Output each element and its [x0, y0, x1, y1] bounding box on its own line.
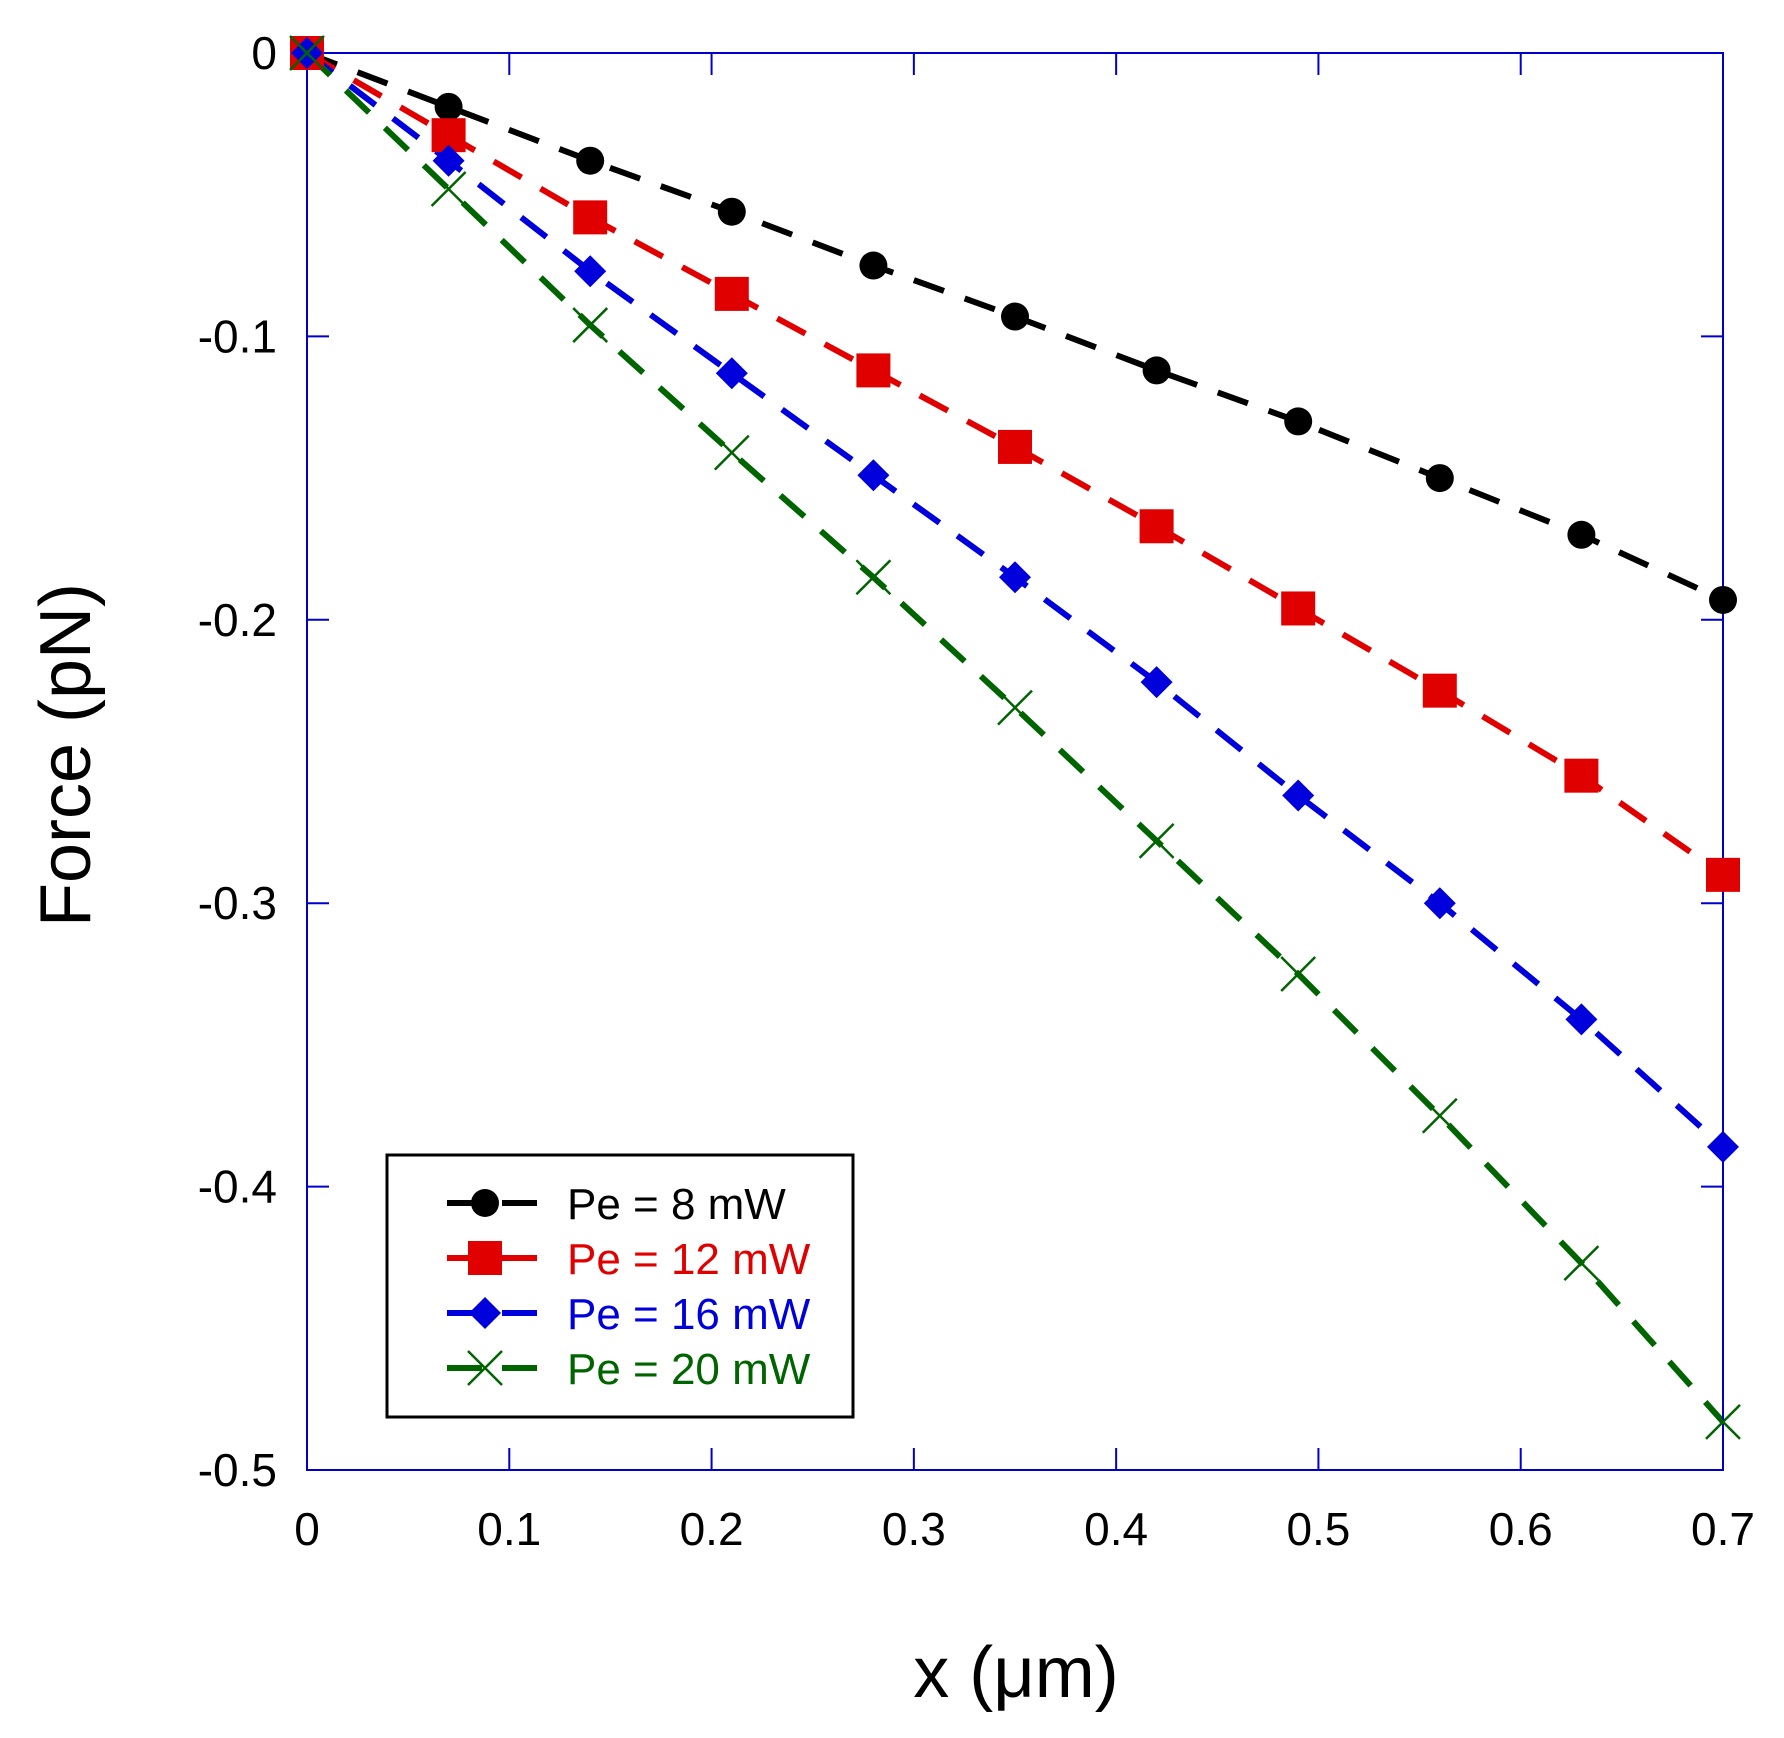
x-tick-label: 0.2 — [680, 1503, 744, 1555]
data-point-pe-12-mw — [1706, 857, 1740, 892]
plot-frame — [306, 52, 1724, 1471]
data-point-pe-8-mw — [576, 146, 605, 175]
legend-label: Pe = 12 mW — [567, 1235, 811, 1284]
legend-label: Pe = 8 mW — [567, 1180, 786, 1229]
legend-marker — [468, 1241, 502, 1275]
x-tick-label: 0 — [294, 1503, 320, 1555]
data-point-pe-20-mw — [1705, 1403, 1741, 1440]
data-point-pe-8-mw — [859, 251, 888, 280]
series-line-pe-16-mw — [305, 50, 1726, 1150]
data-point-pe-8-mw — [717, 197, 746, 226]
y-tick-label: -0.3 — [198, 877, 277, 929]
data-point-pe-8-mw — [1001, 302, 1029, 331]
data-point-pe-16-mw — [1565, 1003, 1598, 1036]
data-point-pe-8-mw — [1425, 464, 1454, 493]
data-point-pe-12-mw — [573, 200, 608, 235]
x-tick-label: 0.4 — [1084, 1503, 1148, 1555]
data-point-pe-20-mw — [997, 689, 1033, 726]
data-point-pe-16-mw — [1140, 666, 1173, 699]
y-tick-label: -0.4 — [198, 1161, 277, 1213]
data-point-pe-16-mw — [715, 357, 748, 390]
data-point-pe-16-mw — [1282, 779, 1315, 812]
data-point-pe-20-mw — [1138, 822, 1175, 859]
y-tick-label: -0.2 — [198, 594, 277, 646]
legend-label: Pe = 20 mW — [567, 1345, 811, 1394]
legend-marker — [471, 1189, 499, 1217]
legend-box — [385, 1153, 855, 1419]
y-tick-label: 0 — [251, 27, 277, 79]
data-point-pe-20-mw — [430, 171, 467, 207]
data-point-pe-8-mw — [434, 92, 463, 121]
data-point-pe-20-mw — [572, 307, 609, 343]
data-point-pe-16-mw — [574, 255, 607, 288]
series-line-pe-12-mw — [305, 50, 1725, 878]
data-point-pe-16-mw — [857, 459, 890, 492]
data-point-pe-8-mw — [1709, 585, 1737, 614]
legend-marker — [469, 1297, 501, 1329]
markers-layer — [289, 35, 1741, 1440]
data-point-pe-8-mw — [1567, 520, 1596, 549]
y-axis-title: Force (pN) — [26, 583, 106, 927]
y-tick-label: -0.1 — [198, 310, 277, 362]
data-point-pe-20-mw — [289, 35, 325, 71]
data-point-pe-16-mw — [999, 561, 1031, 594]
data-point-pe-16-mw — [432, 144, 465, 177]
data-point-pe-20-mw — [855, 559, 892, 596]
series-line-pe-8-mw — [305, 50, 1725, 603]
legend-label: Pe = 16 mW — [567, 1290, 811, 1339]
plot-frame-border — [306, 52, 1724, 1471]
data-point-pe-16-mw — [1707, 1130, 1739, 1163]
data-point-pe-12-mw — [1564, 758, 1599, 793]
tick-labels-layer: 0 0.1 0.2 0.3 0.4 0.5 0.6 0.7 0 -0.1 -0.2 -0.3 -0.4 -… — [198, 27, 1755, 1555]
data-point-pe-20-mw — [1421, 1097, 1458, 1134]
legend: Pe = 8 mW Pe = 12 mW Pe = 16 mW Pe = 20 mW — [385, 1153, 855, 1419]
x-tick-label: 0.1 — [477, 1503, 541, 1555]
data-point-pe-12-mw — [714, 276, 749, 311]
data-point-pe-20-mw — [713, 434, 750, 471]
data-point-pe-20-mw — [1280, 956, 1317, 992]
x-tick-label: 0.5 — [1286, 1503, 1350, 1555]
data-point-pe-20-mw — [1563, 1245, 1600, 1282]
legend-marker — [467, 1350, 503, 1386]
y-tick-label: -0.5 — [198, 1444, 277, 1496]
data-point-pe-8-mw — [1284, 407, 1313, 436]
x-tick-label: 0.3 — [882, 1503, 946, 1555]
series-line-pe-20-mw — [304, 50, 1726, 1424]
data-point-pe-12-mw — [1139, 509, 1174, 544]
data-point-pe-8-mw — [1142, 356, 1171, 385]
x-tick-label: 0.7 — [1691, 1503, 1755, 1555]
data-point-pe-12-mw — [1422, 673, 1457, 708]
data-point-pe-12-mw — [998, 429, 1032, 464]
data-point-pe-12-mw — [1281, 591, 1316, 626]
data-point-pe-12-mw — [856, 353, 891, 388]
x-axis-title: x (μm) — [913, 1633, 1118, 1713]
data-point-pe-16-mw — [1423, 887, 1456, 920]
x-tick-label: 0.6 — [1489, 1503, 1553, 1555]
